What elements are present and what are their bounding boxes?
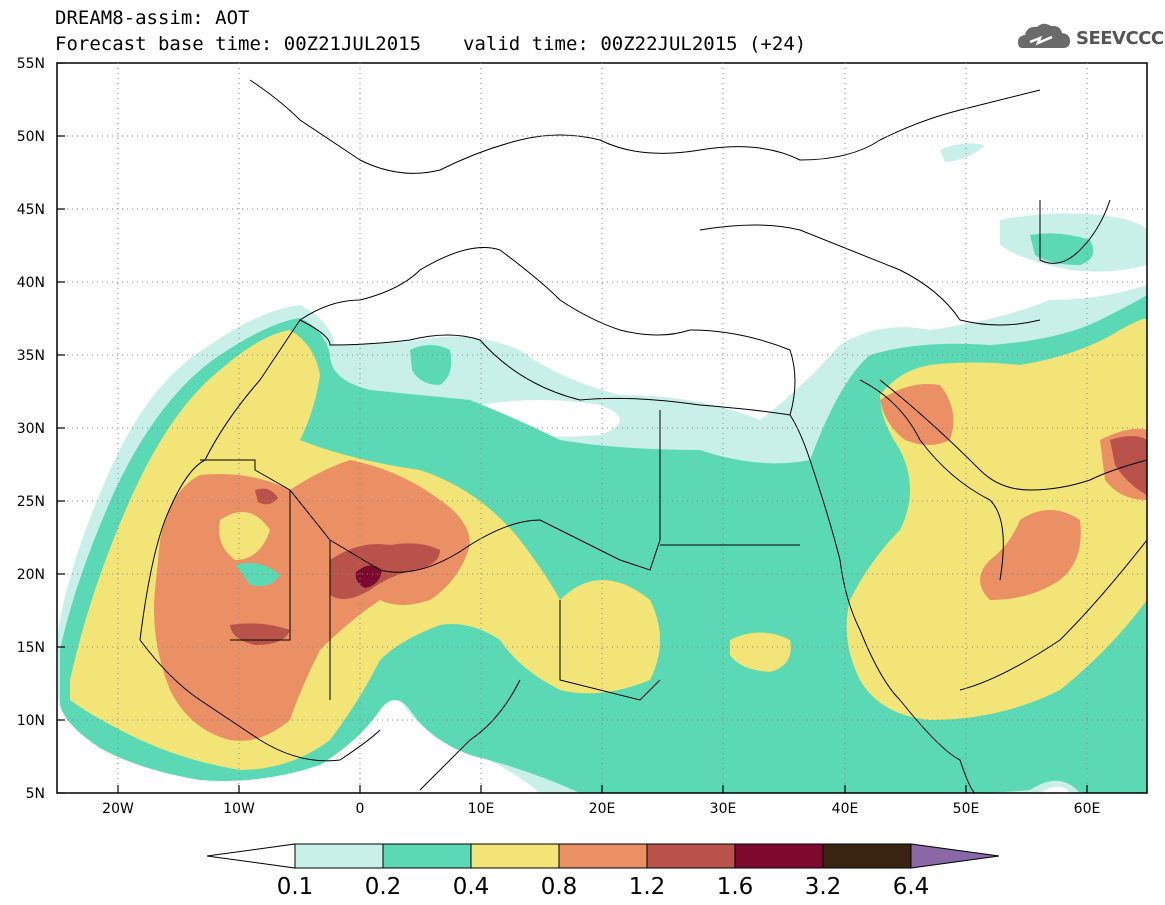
lon-label: 20E [589, 801, 616, 817]
aot-band-1.6 [355, 565, 382, 588]
valid-time-label: valid time: 00Z22JUL2015 (+24) [463, 33, 807, 55]
lat-label: 5N [26, 786, 45, 802]
aot-band-0.2-north [1030, 233, 1094, 265]
lat-label: 10N [17, 713, 45, 729]
lat-label: 25N [17, 494, 45, 510]
aot-band-0.8-east [880, 384, 954, 445]
lon-label: 20W [102, 801, 134, 817]
seevccc-logo: SEEVCCC [1016, 20, 1164, 56]
aot-inner-teal [235, 562, 280, 587]
aot-band-0.1-bit [940, 143, 985, 162]
lat-label: 45N [17, 202, 45, 218]
lat-labels: 55N 50N 45N 40N 35N 30N 25N 20N 15N 10N … [17, 56, 45, 802]
lon-label: 0 [356, 801, 365, 817]
cloud-icon [1018, 23, 1070, 48]
aot-band-0.4-patch [730, 632, 791, 672]
lat-label: 40N [17, 275, 45, 291]
logo-text: SEEVCCC [1076, 28, 1164, 49]
aot-band-0.2-patch [410, 345, 452, 385]
lat-label: 35N [17, 348, 45, 364]
lat-label: 20N [17, 567, 45, 583]
coastlines [139, 79, 1147, 793]
lon-label: 10E [468, 801, 495, 817]
lon-label: 60E [1074, 801, 1101, 817]
aot-band-1.2-c [255, 488, 278, 505]
lat-label: 55N [17, 56, 45, 72]
lon-labels: 20W 10W 0 10E 20E 30E 40E 50E 60E [102, 801, 1100, 817]
lat-label: 15N [17, 640, 45, 656]
aot-band-0.8-east2 [980, 510, 1081, 600]
lat-label: 30N [17, 421, 45, 437]
map-title: DREAM8-assim: AOT [55, 7, 250, 29]
lon-label: 30E [710, 801, 737, 817]
base-time-label: Forecast base time: 00Z21JUL2015 [55, 33, 422, 55]
aot-inner-yellow [219, 512, 270, 560]
lon-label: 50E [953, 801, 980, 817]
lon-label: 40E [832, 801, 859, 817]
ticks [57, 62, 1088, 794]
time-info: Forecast base time: 00Z21JUL2015 valid ti… [55, 34, 806, 54]
lon-label: 10W [223, 801, 255, 817]
graticule [57, 63, 1147, 793]
lat-label: 50N [17, 129, 45, 145]
